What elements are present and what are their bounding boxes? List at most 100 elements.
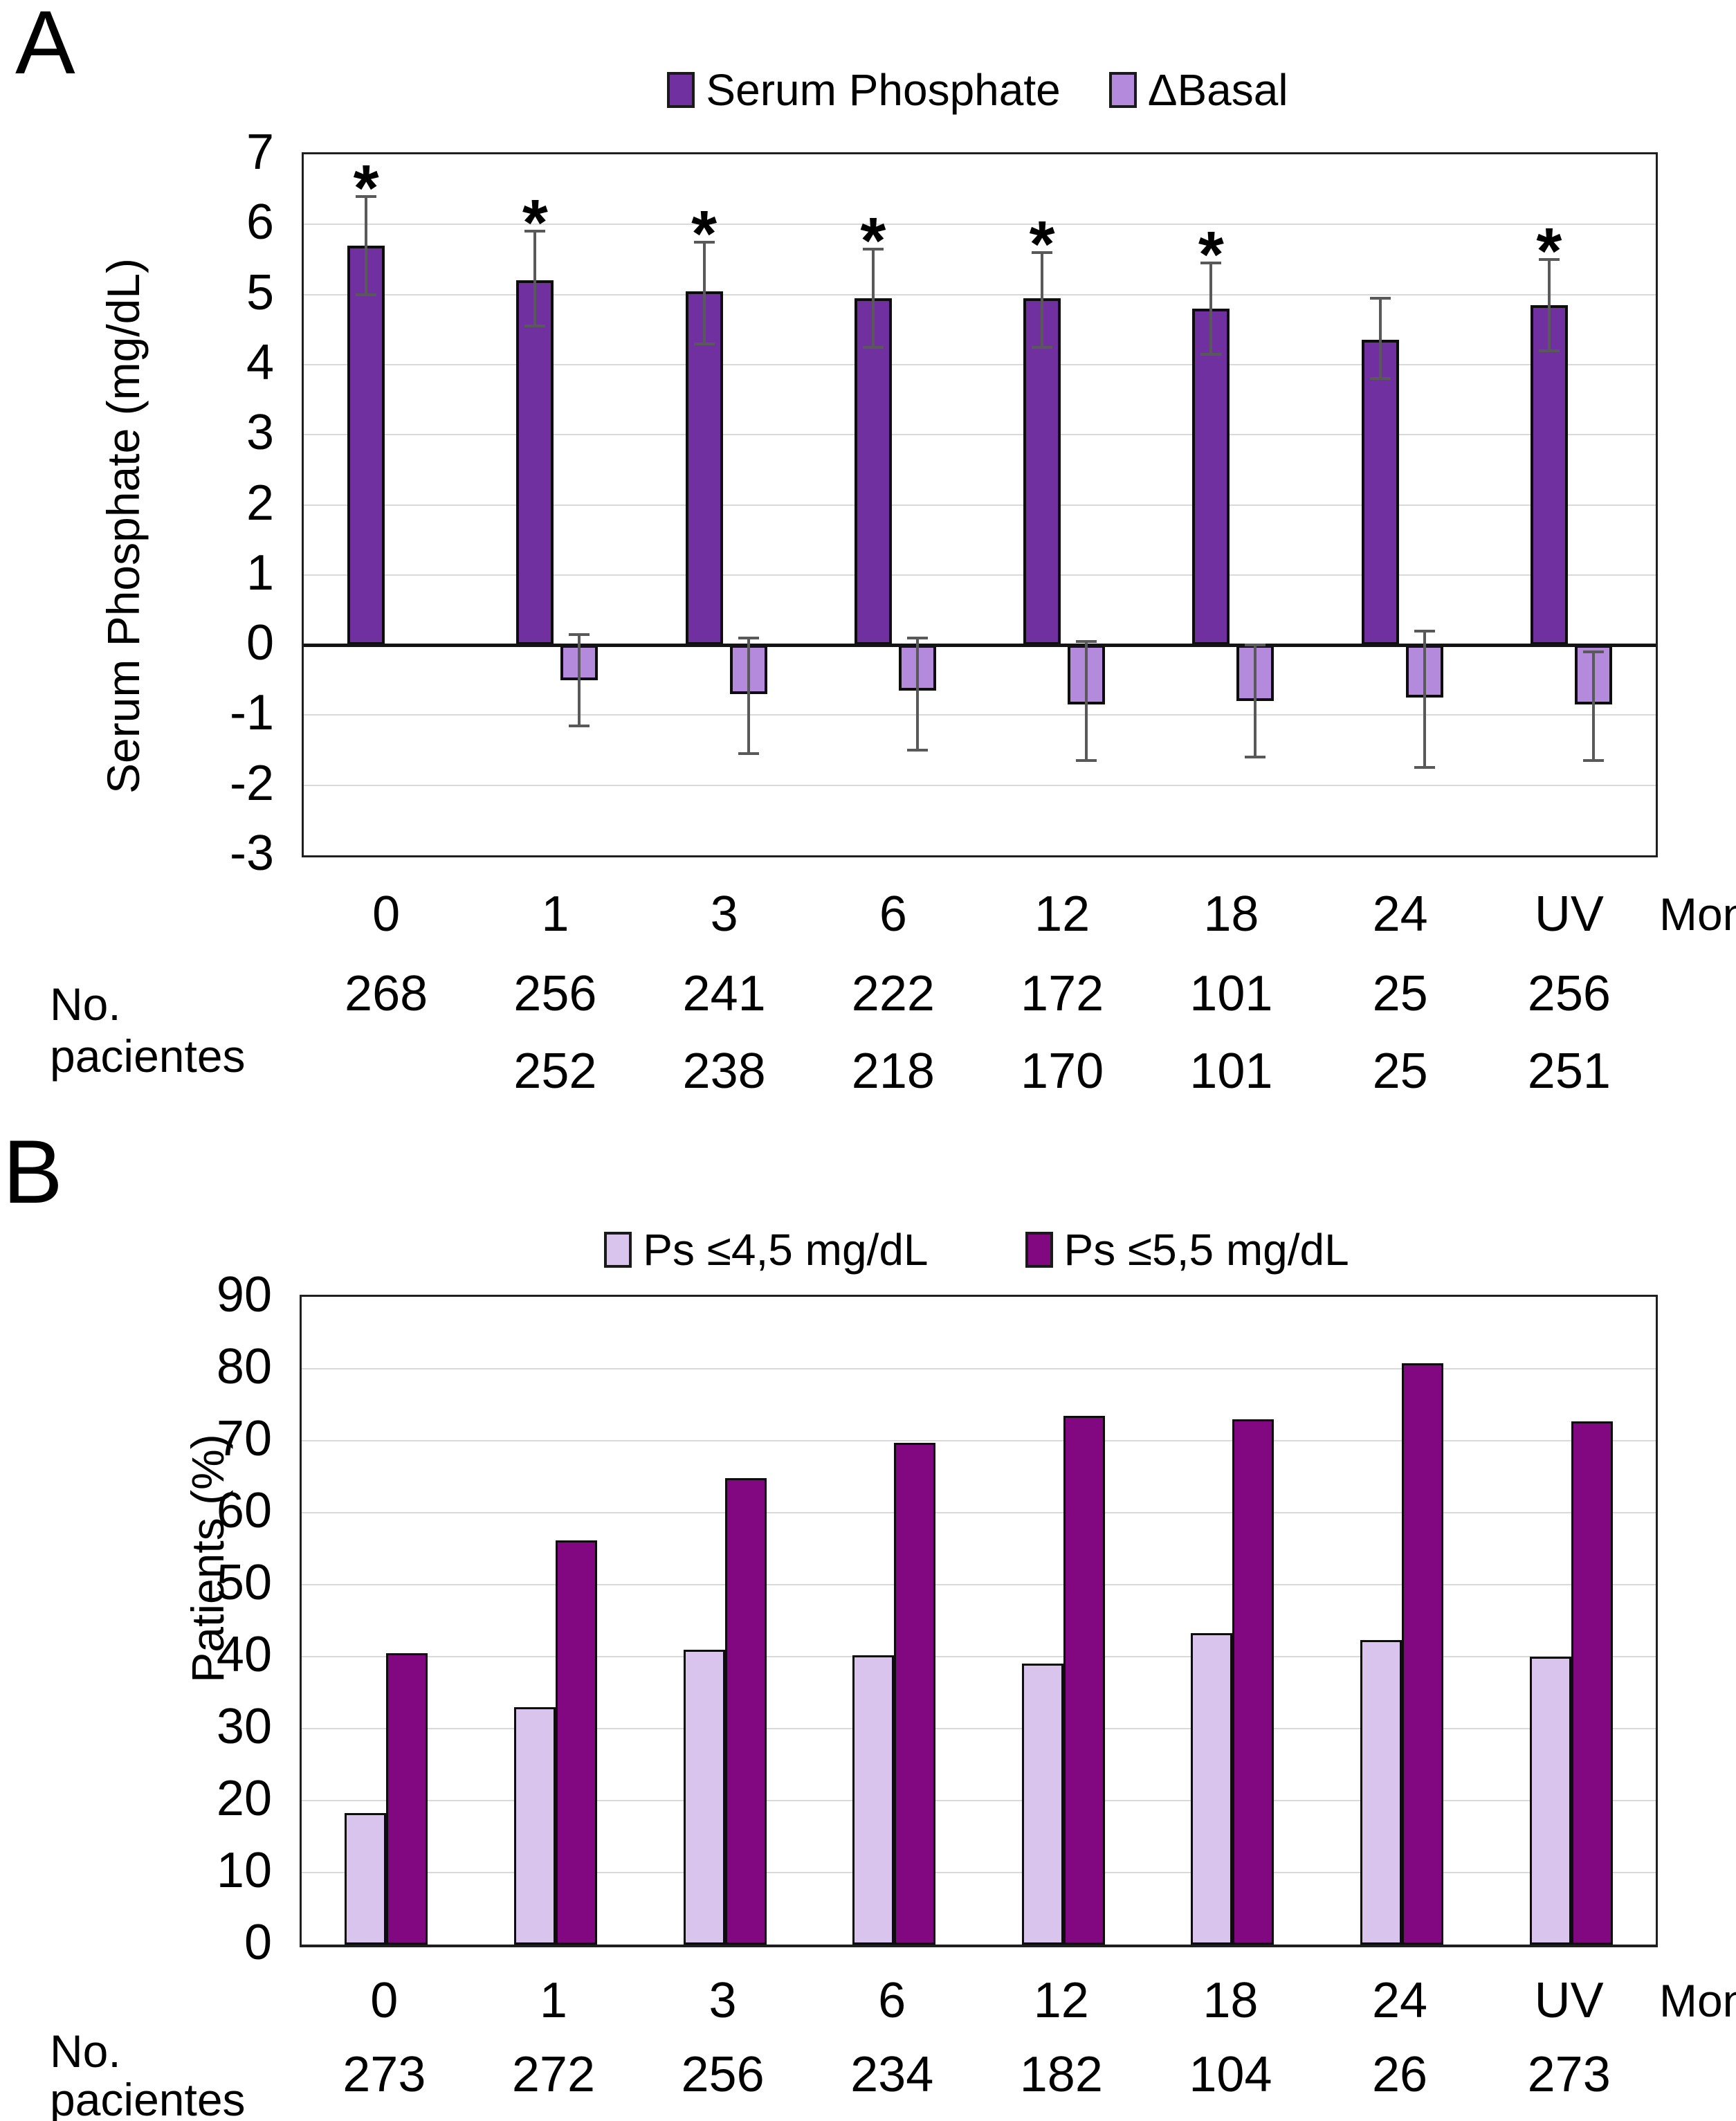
panel-b-n-patients-value: 272 (511, 2047, 595, 2102)
basal-error-cap (569, 632, 590, 636)
panel-b-y-tick-label: 90 (216, 1267, 272, 1322)
panel-b-x-tick-label: 1 (539, 1973, 567, 2028)
basal-error-cap (738, 636, 759, 639)
serum-phosphate-bar (1023, 298, 1061, 646)
serum-phosphate-error-cap (356, 293, 377, 296)
ps-5-5-mg-dl-bar (386, 1653, 428, 1945)
serum-phosphate-error-cap (1032, 251, 1053, 254)
serum-phosphate-error-cap (1369, 377, 1391, 381)
panel-a-x-tick-label: 6 (879, 886, 907, 942)
ps-5-5-mg-dl-bar (1571, 1421, 1613, 1945)
panel-a-n-patients-value: 170 (1021, 1044, 1104, 1099)
legend-label-ps55: Ps ≤5,5 mg/dL (1063, 1225, 1349, 1275)
panel-b-x-tick-label: 6 (878, 1973, 906, 2028)
legend-label-delta-basal: ΔBasal (1147, 65, 1288, 115)
basal-error-bar (747, 637, 750, 754)
gridline (304, 293, 1656, 295)
serum-phosphate-error-cap (524, 325, 546, 328)
serum-phosphate-error-cap (1200, 352, 1222, 356)
panel-a-n-patients-value: 238 (682, 1044, 766, 1099)
serum-phosphate-bar (1192, 308, 1230, 646)
panel-a-y-tick-label: -3 (229, 826, 274, 881)
serum-phosphate-error-bar (1209, 263, 1213, 354)
gridline (302, 1368, 1656, 1369)
panel-a-x-tick-label: 3 (710, 886, 738, 942)
panel-a-x-tick-label: 1 (541, 886, 569, 942)
legend-swatch-delta-basal (1108, 72, 1137, 108)
serum-phosphate-error-bar (1547, 259, 1551, 351)
significance-asterisk: * (353, 151, 379, 225)
gridline (302, 1440, 1656, 1441)
basal-error-cap (906, 749, 928, 752)
ps-4-5-mg-dl-bar (683, 1649, 725, 1945)
serum-phosphate-error-bar (365, 196, 368, 295)
panel-b-label: B (3, 1121, 63, 1222)
panel-a-y-tick-label: 5 (246, 264, 274, 320)
panel-b-y-tick-label: 10 (216, 1843, 272, 1898)
gridline (302, 1656, 1656, 1657)
significance-asterisk: * (860, 203, 886, 277)
panel-b-x-tick-label: 3 (709, 1973, 737, 2028)
panel-b-n-patients-label-line2: pacientes (50, 2074, 246, 2121)
gridline (302, 1800, 1656, 1801)
serum-phosphate-bar (347, 245, 385, 646)
basal-error-bar (1254, 645, 1257, 758)
panel-b-n-patients-value: 104 (1189, 2047, 1272, 2102)
panel-b-y-tick-label: 0 (244, 1915, 272, 1970)
serum-phosphate-error-bar (1378, 298, 1382, 379)
panel-b-n-patients-value: 234 (850, 2047, 934, 2102)
ps-4-5-mg-dl-bar (345, 1812, 387, 1945)
basal-error-bar (1591, 652, 1595, 761)
panel-a-n-patients-value: 25 (1372, 1044, 1428, 1099)
basal-error-cap (569, 724, 590, 727)
panel-a-n-patients-value: 172 (1021, 966, 1104, 1021)
ps-5-5-mg-dl-bar (1063, 1415, 1105, 1945)
panel-a-y-tick-label: 4 (246, 334, 274, 390)
ps-5-5-mg-dl-bar (1232, 1419, 1274, 1945)
gridline (304, 714, 1656, 716)
ps-5-5-mg-dl-bar (555, 1540, 597, 1945)
panel-a-n-patients-value: 256 (513, 966, 597, 1021)
panel-a-n-patients-value: 222 (851, 966, 935, 1021)
serum-phosphate-error-cap (1032, 345, 1053, 349)
serum-phosphate-error-cap (356, 194, 377, 198)
panel-b-y-tick-label: 80 (216, 1339, 272, 1394)
panel-a-n-patients-label-line2: pacientes (50, 1030, 246, 1082)
panel-a-legend: Serum Phosphate ΔBasal (302, 68, 1654, 112)
basal-error-cap (1076, 640, 1097, 644)
ps-4-5-mg-dl-bar (1529, 1657, 1571, 1945)
panel-a-n-patients-value: 252 (513, 1044, 597, 1099)
panel-b-y-tick-label: 30 (216, 1699, 272, 1754)
legend-item-delta-basal: ΔBasal (1108, 65, 1288, 115)
panel-a-y-tick-label: -1 (229, 685, 274, 741)
serum-phosphate-error-cap (524, 230, 546, 233)
panel-b-n-patients-value: 182 (1019, 2047, 1103, 2102)
serum-phosphate-error-cap (1200, 262, 1222, 264)
panel-a-n-patients-value: 268 (345, 966, 428, 1021)
serum-phosphate-error-bar (871, 248, 875, 347)
significance-asterisk: * (522, 186, 548, 260)
basal-error-cap (906, 636, 928, 639)
panel-a-y-tick-label: 3 (246, 405, 274, 461)
serum-phosphate-error-cap (693, 342, 715, 345)
panel-a-y-tick-label: 2 (246, 475, 274, 531)
panel-b-n-patients-value: 273 (1527, 2047, 1611, 2102)
panel-a-n-patients-value: 218 (851, 1044, 935, 1099)
panel-a-x-tick-label: UV (1534, 886, 1604, 942)
gridline (304, 784, 1656, 786)
gridline (304, 434, 1656, 436)
basal-error-cap (1076, 759, 1097, 763)
basal-error-cap (1245, 756, 1266, 759)
panel-a-n-patients-value: 256 (1527, 966, 1611, 1021)
basal-error-bar (1085, 641, 1088, 761)
panel-b-x-tick-label: 18 (1203, 1973, 1259, 2028)
panel-b-month-label: Month (1659, 1975, 1736, 2026)
gridline (302, 1584, 1656, 1585)
basal-error-cap (1582, 650, 1604, 654)
panel-a-x-tick-label: 24 (1372, 886, 1428, 942)
ps-4-5-mg-dl-bar (513, 1706, 556, 1945)
panel-b-n-patients-value: 256 (681, 2047, 765, 2102)
panel-b-x-tick-label: 0 (370, 1973, 399, 2028)
legend-swatch-ps55 (1025, 1232, 1053, 1268)
gridline (304, 504, 1656, 506)
